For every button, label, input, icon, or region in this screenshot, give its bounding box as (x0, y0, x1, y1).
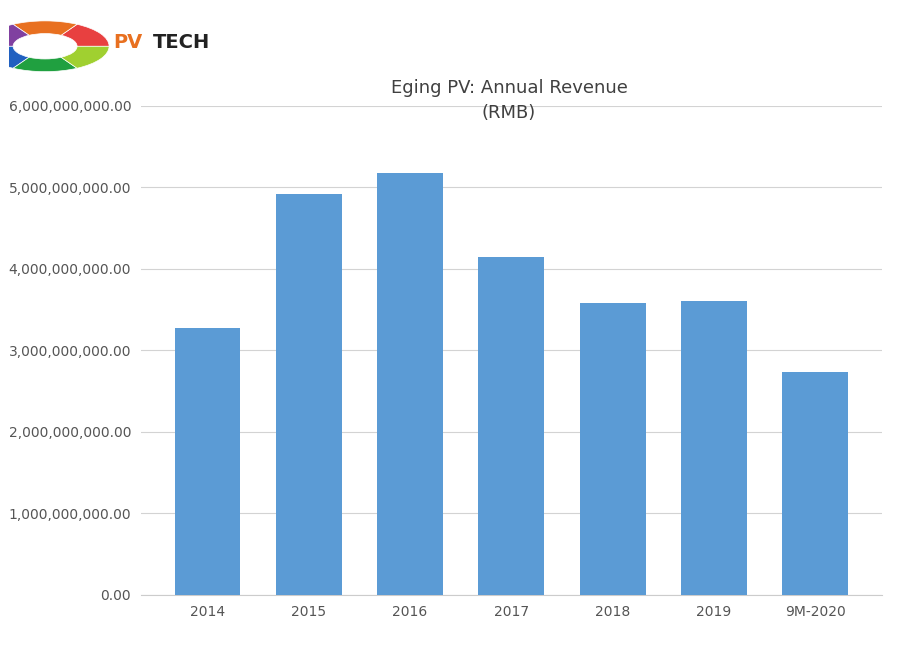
Text: PV: PV (113, 33, 143, 52)
Wedge shape (13, 58, 77, 71)
Wedge shape (61, 24, 109, 46)
Bar (275, 194, 342, 595)
Wedge shape (13, 21, 77, 35)
Bar (580, 303, 645, 595)
Wedge shape (0, 46, 29, 68)
Text: Eging PV: Annual Revenue
(RMB): Eging PV: Annual Revenue (RMB) (391, 79, 627, 122)
Wedge shape (61, 46, 109, 68)
Bar (783, 371, 848, 595)
Wedge shape (0, 24, 29, 46)
Bar (681, 301, 747, 595)
Bar (377, 173, 443, 595)
Bar (478, 256, 544, 595)
Bar (175, 329, 240, 595)
Text: TECH: TECH (153, 33, 210, 52)
